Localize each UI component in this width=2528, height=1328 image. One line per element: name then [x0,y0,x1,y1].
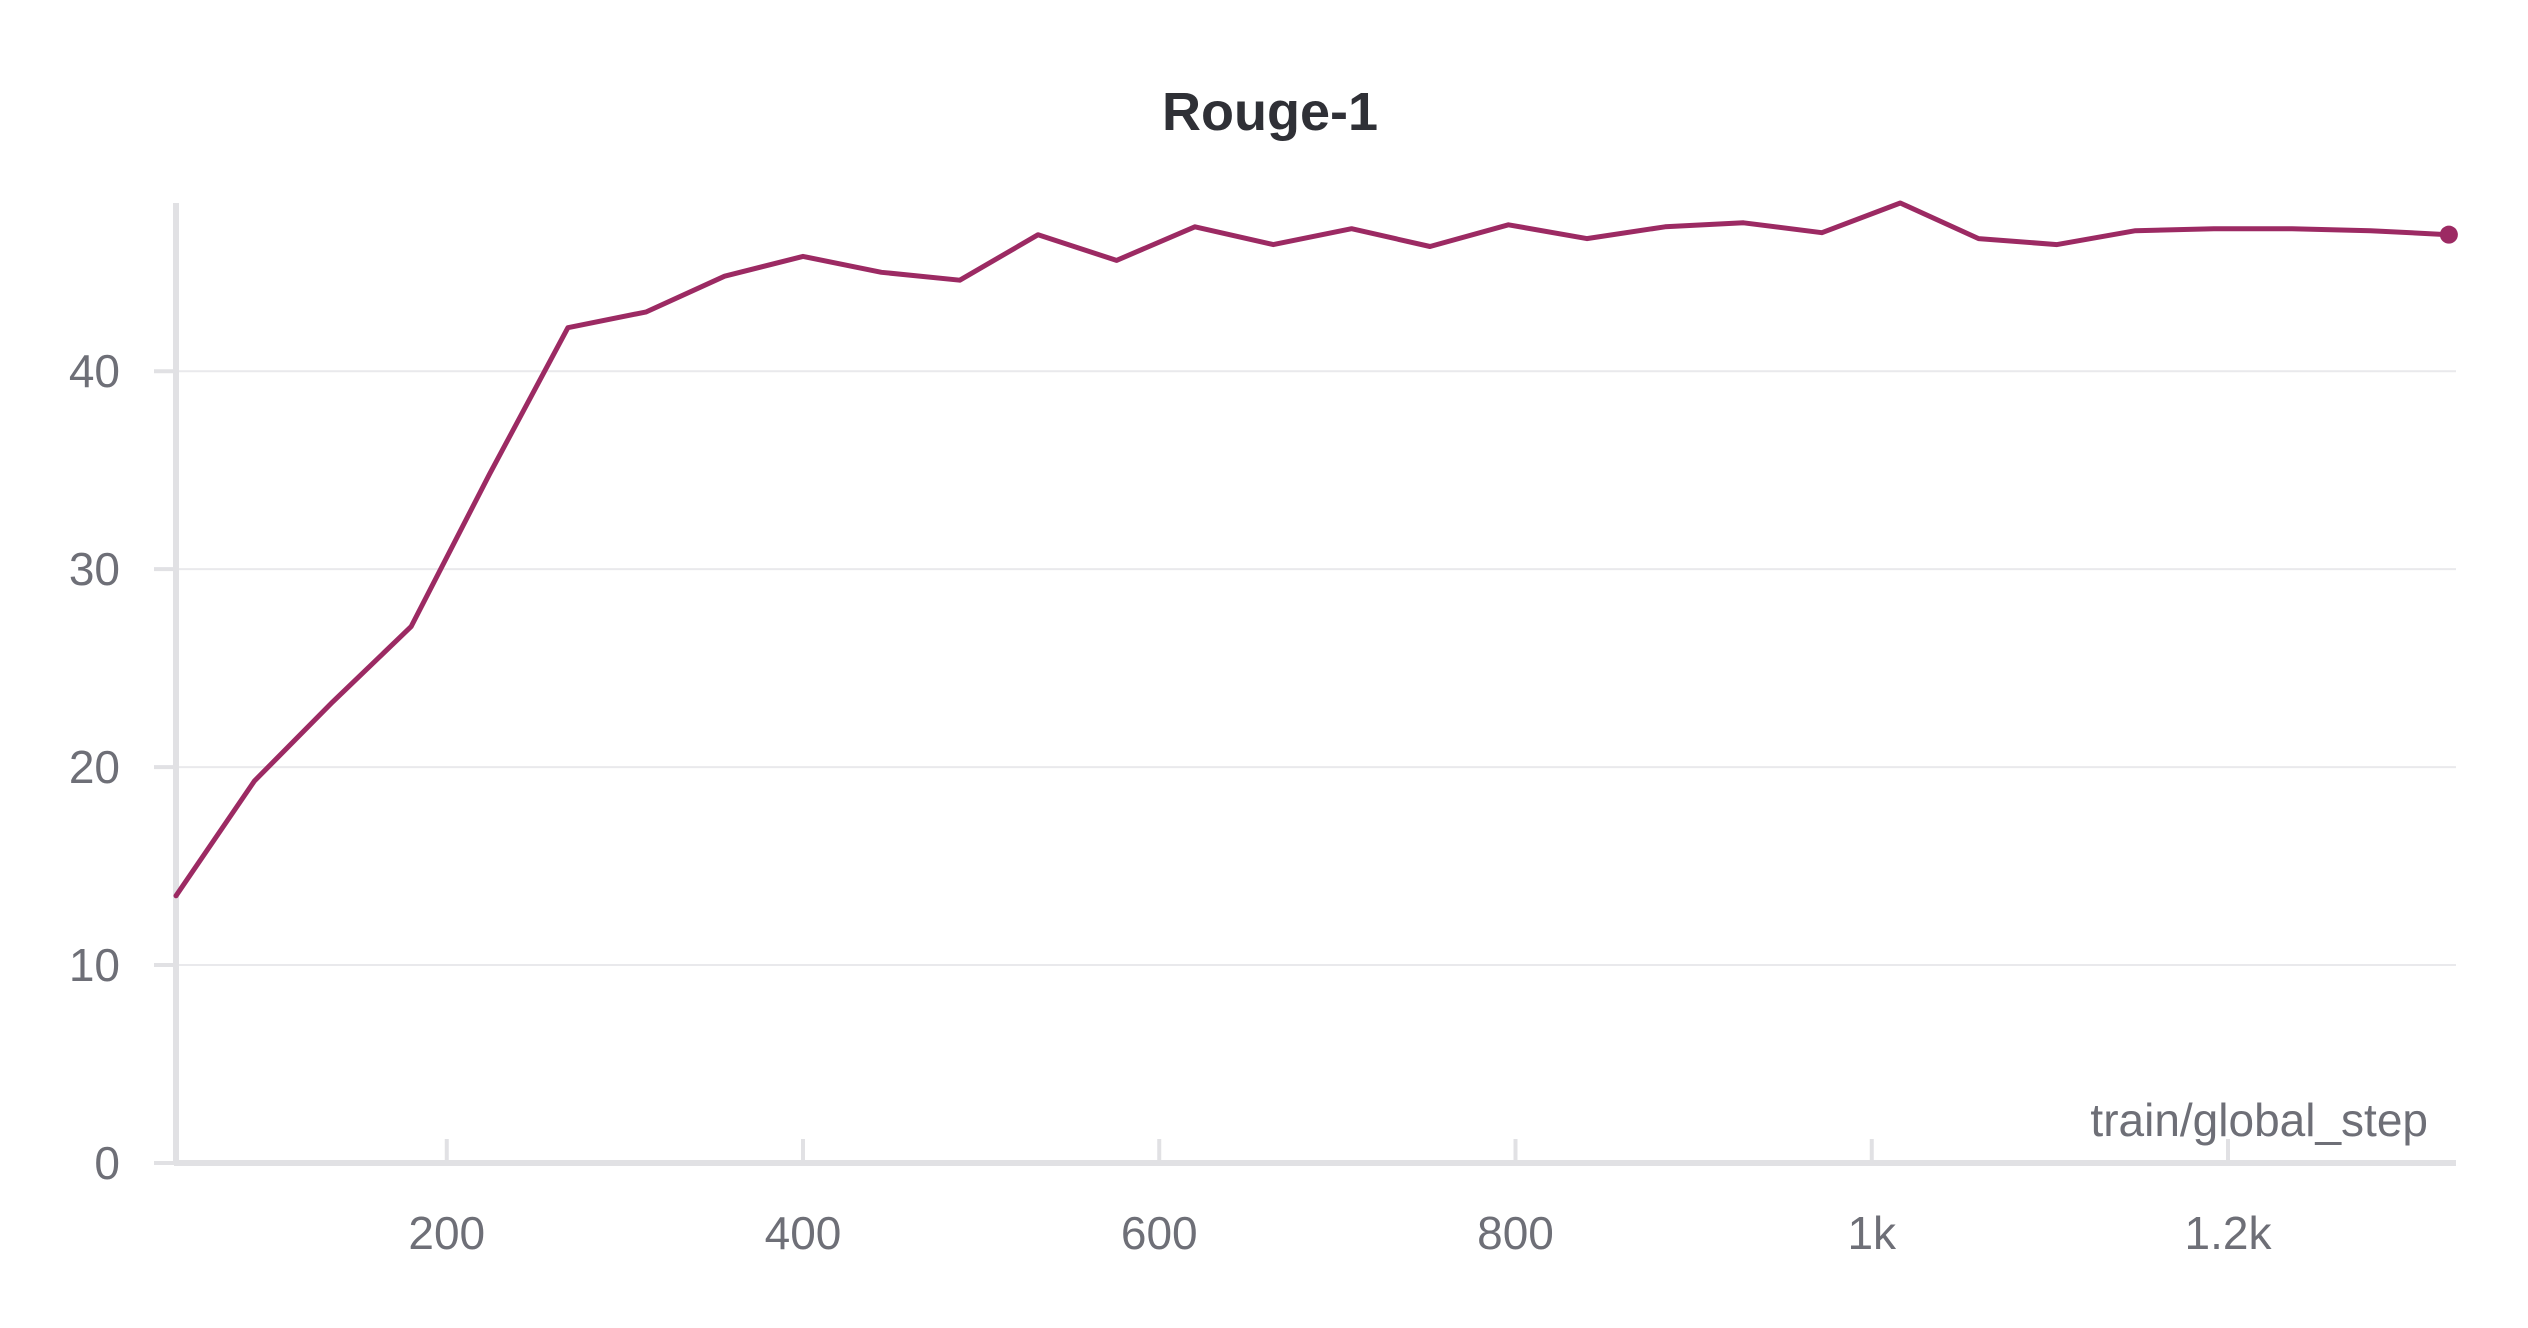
series-endpoint-marker [2439,225,2458,244]
x-tick-label: 200 [408,1207,485,1259]
y-ticks: 0 10 20 30 40 [69,345,176,1189]
series-line [173,200,2452,899]
x-tick-label: 800 [1477,1207,1554,1259]
x-tick-label: 400 [765,1207,842,1259]
chart-title: Rouge-1 [1162,82,1378,142]
y-tick-label: 0 [94,1137,120,1189]
x-tick-label: 1.2k [2185,1207,2273,1259]
grid-lines [176,370,2456,967]
y-tick-label: 40 [69,345,120,397]
y-tick-label: 10 [69,939,120,991]
x-axis-label: train/global_step [2090,1094,2428,1146]
x-ticks: 200 400 600 800 1k 1.2k [408,1139,2272,1259]
series-layer [173,200,2458,899]
x-tick-label: 600 [1121,1207,1198,1259]
x-tick-label: 1k [1847,1207,1897,1259]
y-tick-label: 30 [69,543,120,595]
axes [173,203,2456,1166]
y-tick-label: 20 [69,741,120,793]
